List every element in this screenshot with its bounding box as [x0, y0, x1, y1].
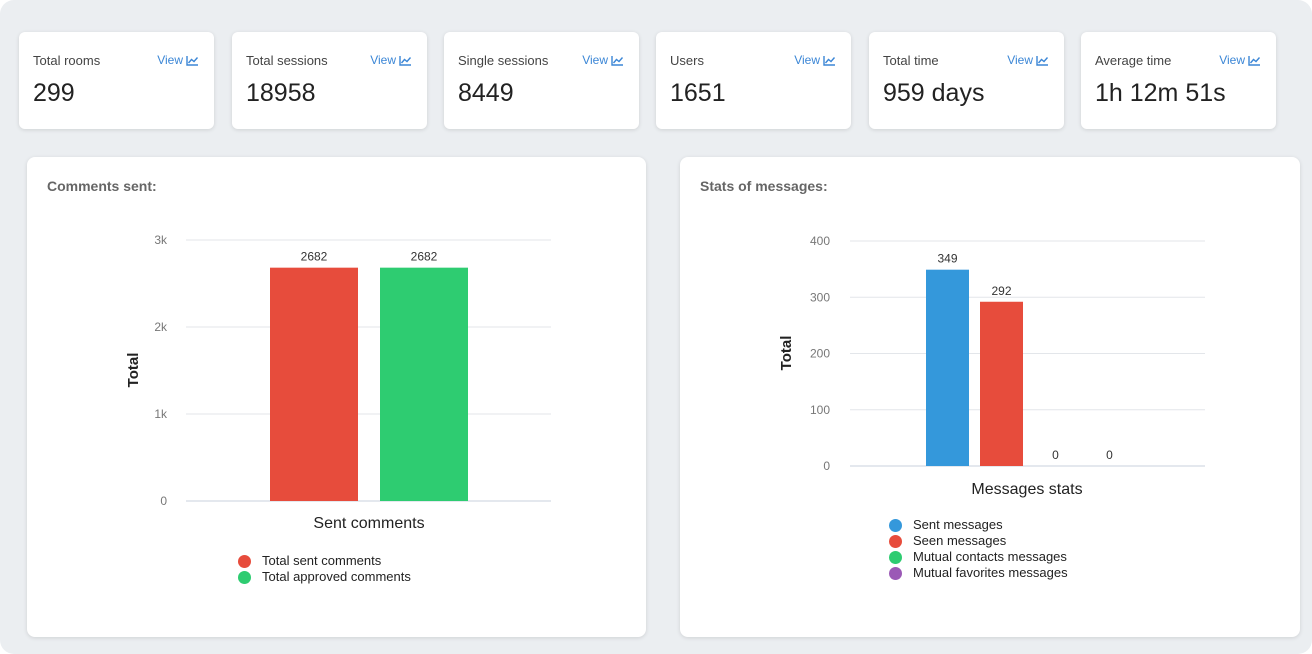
chart-line-icon: [1248, 55, 1261, 66]
y-tick-label: 0: [160, 494, 167, 508]
y-tick-label: 400: [810, 234, 830, 248]
legend-label: Total sent comments: [262, 553, 382, 568]
view-label: View: [157, 53, 183, 67]
chart-line-icon: [399, 55, 412, 66]
legend-dot-icon: [889, 566, 902, 580]
messages-chart: 0 100 200 300 400 349 292 0 0 Messages stats Total: [778, 234, 1205, 498]
y-tick-label: 1k: [154, 407, 168, 421]
data-label: 2682: [301, 250, 328, 264]
legend-dot-icon: [889, 550, 902, 564]
view-label: View: [1007, 53, 1033, 67]
legend-dot-icon: [889, 518, 902, 532]
stat-card-total-time: Total time View 959 days: [869, 32, 1064, 129]
stat-value: 18958: [246, 79, 316, 107]
x-axis-label: Sent comments: [313, 515, 424, 532]
legend-item[interactable]: Mutual contacts messages: [889, 549, 1068, 565]
stat-card-total-sessions: Total sessions View 18958: [232, 32, 427, 129]
data-label: 0: [1052, 448, 1059, 462]
stat-card-users: Users View 1651: [656, 32, 851, 129]
stat-value: 1h 12m 51s: [1095, 79, 1226, 107]
y-tick-label: 2k: [154, 320, 168, 334]
y-axis-label: Total: [125, 353, 142, 388]
legend-label: Seen messages: [913, 533, 1007, 548]
x-axis-label: Messages stats: [971, 481, 1082, 498]
bar-total-sent-comments: [270, 267, 358, 501]
legend-dot-icon: [238, 554, 251, 568]
stat-value: 299: [33, 79, 75, 107]
stat-card-total-rooms: Total rooms View 299: [19, 32, 214, 129]
stat-label: Total rooms: [33, 53, 101, 68]
bar-total-approved-comments: [380, 267, 468, 501]
legend-dot-icon: [238, 570, 251, 584]
data-label: 292: [991, 284, 1011, 298]
view-users-link[interactable]: View: [794, 53, 836, 67]
stat-value: 8449: [458, 79, 514, 107]
legend-label: Total approved comments: [262, 569, 411, 584]
comments-chart-card: Comments sent: 0 1k 2k 3k 2682 2682 Sent comme…: [27, 157, 646, 637]
stat-label: Total time: [883, 53, 939, 68]
chart-line-icon: [611, 55, 624, 66]
view-label: View: [794, 53, 820, 67]
legend-item[interactable]: Seen messages: [889, 533, 1068, 549]
legend-label: Sent messages: [913, 517, 1003, 532]
view-total-rooms-link[interactable]: View: [157, 53, 199, 67]
y-tick-label: 300: [810, 290, 830, 304]
legend-label: Mutual contacts messages: [913, 549, 1067, 564]
data-label: 0: [1106, 448, 1113, 462]
stat-card-average-time: Average time View 1h 12m 51s: [1081, 32, 1276, 129]
messages-chart-card: Stats of messages: 0 100 200 300 400 349 292 0 0…: [680, 157, 1300, 637]
view-label: View: [370, 53, 396, 67]
bar-sent-messages: [926, 269, 969, 466]
view-average-time-link[interactable]: View: [1219, 53, 1261, 67]
chart-title: Comments sent:: [47, 178, 157, 194]
stat-value: 959 days: [883, 79, 985, 107]
data-label: 349: [937, 252, 957, 266]
stat-label: Users: [670, 53, 704, 68]
chart-line-icon: [1036, 55, 1049, 66]
legend-item[interactable]: Total sent comments: [238, 553, 411, 569]
y-tick-label: 3k: [154, 233, 168, 247]
legend-item[interactable]: Mutual favorites messages: [889, 565, 1068, 581]
view-total-sessions-link[interactable]: View: [370, 53, 412, 67]
view-total-time-link[interactable]: View: [1007, 53, 1049, 67]
comments-chart: 0 1k 2k 3k 2682 2682 Sent comments Total: [125, 233, 551, 532]
stat-card-single-sessions: Single sessions View 8449: [444, 32, 639, 129]
chart-line-icon: [823, 55, 836, 66]
y-tick-label: 200: [810, 347, 830, 361]
legend-item[interactable]: Sent messages: [889, 517, 1068, 533]
y-axis-label: Total: [778, 336, 795, 371]
legend-label: Mutual favorites messages: [913, 565, 1068, 580]
stat-value: 1651: [670, 79, 726, 107]
legend-item[interactable]: Total approved comments: [238, 569, 411, 585]
data-label: 2682: [411, 250, 438, 264]
messages-legend: Sent messages Seen messages Mutual contact…: [889, 517, 1068, 581]
view-single-sessions-link[interactable]: View: [582, 53, 624, 67]
stat-label: Average time: [1095, 53, 1172, 68]
stat-label: Single sessions: [458, 53, 549, 68]
view-label: View: [582, 53, 608, 67]
comments-legend: Total sent comments Total approved commen…: [238, 553, 411, 585]
stat-label: Total sessions: [246, 53, 328, 68]
legend-dot-icon: [889, 534, 902, 548]
y-tick-label: 0: [823, 459, 830, 473]
y-tick-label: 100: [810, 403, 830, 417]
chart-line-icon: [186, 55, 199, 66]
chart-title: Stats of messages:: [700, 178, 828, 194]
view-label: View: [1219, 53, 1245, 67]
bar-seen-messages: [980, 301, 1023, 466]
